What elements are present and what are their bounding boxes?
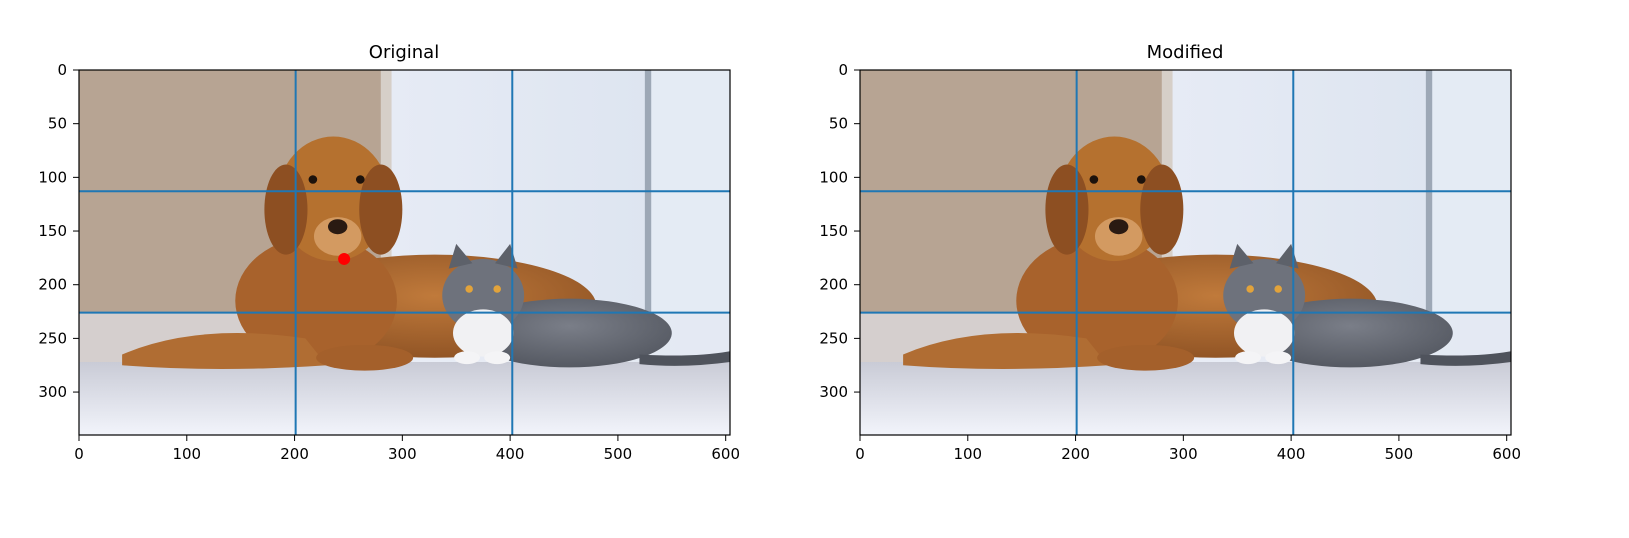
y-tick-label: 50 <box>48 115 67 133</box>
red-point-marker <box>338 252 351 265</box>
y-tick-label: 250 <box>38 329 67 347</box>
photo-image <box>79 70 730 435</box>
x-tick-label: 600 <box>711 445 740 463</box>
y-tick-label: 50 <box>829 115 848 133</box>
axes-frame <box>859 69 1512 436</box>
y-tick-label: 150 <box>819 222 848 240</box>
y-tick-label: 200 <box>38 276 67 294</box>
y-tick-label: 150 <box>38 222 67 240</box>
y-tick-label: 0 <box>57 61 67 79</box>
panel-title: Original <box>369 42 439 63</box>
y-tick-label: 250 <box>819 329 848 347</box>
x-tick-label: 300 <box>1169 445 1198 463</box>
y-tick-label: 300 <box>38 383 67 401</box>
y-tick-label: 300 <box>819 383 848 401</box>
x-tick-label: 0 <box>855 445 865 463</box>
x-tick-label: 500 <box>604 445 633 463</box>
panel-modified: Modified 0 100 200 300 400 500 600 0 50 100 150 200… <box>819 42 1521 463</box>
y-tick-label: 100 <box>38 168 67 186</box>
y-tick-label: 0 <box>838 61 848 79</box>
x-tick-label: 400 <box>1277 445 1306 463</box>
x-tick-label: 600 <box>1492 445 1521 463</box>
axes-frame <box>78 69 731 436</box>
x-tick-label: 100 <box>172 445 201 463</box>
photo-image <box>860 70 1511 435</box>
x-tick-label: 200 <box>280 445 309 463</box>
x-tick-label: 400 <box>496 445 525 463</box>
x-tick-label: 0 <box>74 445 84 463</box>
image-axes: 0 100 200 300 400 500 600 0 50 100 150 200 250 300 <box>819 61 1521 463</box>
y-tick-label: 200 <box>819 276 848 294</box>
y-tick-label: 100 <box>819 168 848 186</box>
panel-original: Original 0 100 200 300 400 500 600 0 50 100 150 200… <box>38 42 740 463</box>
x-tick-label: 500 <box>1385 445 1414 463</box>
x-tick-label: 200 <box>1061 445 1090 463</box>
panel-title: Modified <box>1147 42 1224 63</box>
image-axes: 0 100 200 300 400 500 600 0 50 100 150 200 250 300 <box>38 61 740 463</box>
x-tick-label: 300 <box>388 445 417 463</box>
x-tick-label: 100 <box>953 445 982 463</box>
